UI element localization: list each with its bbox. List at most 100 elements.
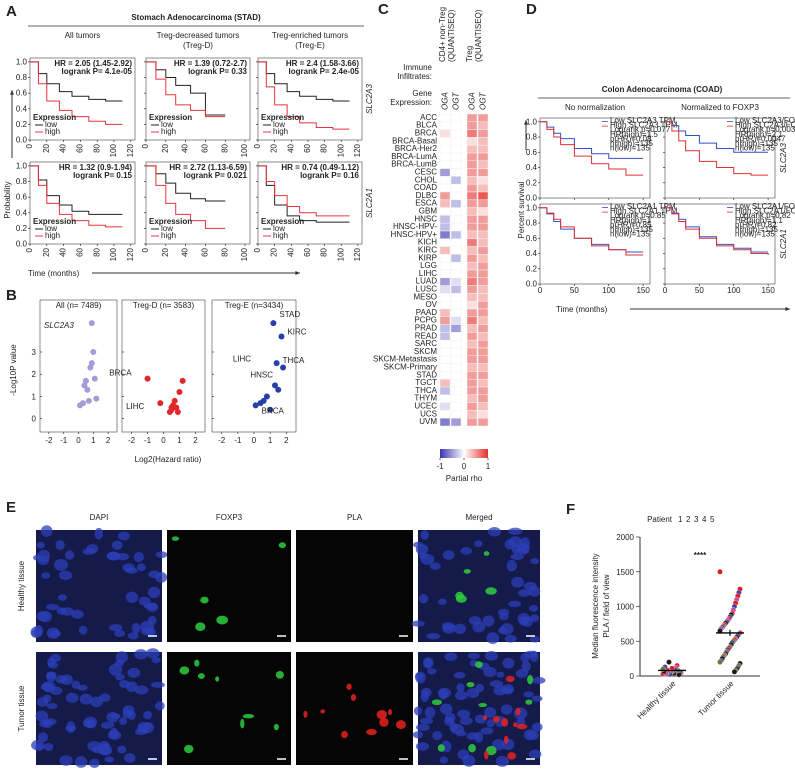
nucleus	[531, 695, 543, 702]
x-tick-label: 100	[336, 247, 345, 261]
heatmap-cell	[477, 394, 489, 403]
x-tick-label: 2	[284, 436, 289, 445]
nucleus	[98, 743, 112, 756]
row-label: BRCA-LumA	[391, 152, 437, 161]
x-tick-label: 80	[92, 247, 101, 256]
nucleus	[482, 615, 495, 627]
heatmap-cell	[450, 332, 462, 341]
column-header: Treg-decreased tumors	[157, 31, 240, 40]
x-tick-label: 2	[193, 436, 198, 445]
nucleus	[511, 576, 524, 588]
survival-curve	[258, 165, 350, 223]
heatmap-cell	[477, 222, 489, 232]
legend-label: low	[273, 224, 285, 233]
infiltrate-header: (QUANTISEQ)	[474, 9, 483, 62]
row-header: Expression:	[390, 98, 432, 107]
micrograph	[411, 527, 541, 644]
signal-spot	[485, 745, 497, 756]
heatmap-cell	[466, 215, 478, 224]
legend-label: High SLC2A3/FOXP3 TPM	[735, 121, 795, 130]
nucleus	[119, 680, 130, 688]
subplot-title: Treg-E (n=3434)	[225, 301, 284, 310]
heatmap-cell	[450, 378, 462, 388]
y-tick-label: 500	[621, 637, 635, 646]
x-tick-label: 50	[695, 286, 704, 295]
heatmap-cell	[450, 347, 462, 357]
nucleus	[40, 682, 53, 691]
y-tick-label: 0	[32, 415, 37, 424]
heatmap-cell	[439, 113, 451, 123]
x-tick-label: -1	[234, 436, 242, 445]
heatmap-cell	[477, 160, 489, 169]
survival-curve	[540, 121, 644, 159]
heatmap-cell	[439, 402, 451, 411]
x-tick-label: 60	[76, 143, 85, 152]
hazard-ratio: HR = 2.4 (1.58-3.66)	[286, 59, 359, 68]
survival-stat: n(high)=135	[735, 139, 778, 148]
nucleus	[115, 552, 130, 561]
data-point	[88, 360, 95, 367]
signal-spot	[388, 709, 393, 716]
legend-label: Low SLC2A3/FOXP3 TPM	[735, 116, 795, 125]
heatmap-cell	[466, 339, 478, 349]
nucleus	[484, 707, 497, 718]
x-tick-label: 20	[42, 247, 51, 256]
heatmap-cell	[450, 137, 462, 146]
heatmap-cell	[466, 129, 478, 138]
nucleus	[415, 671, 426, 684]
nucleus	[459, 717, 473, 726]
x-tick-label: -1	[144, 436, 152, 445]
x-tick-label: 100	[109, 143, 118, 157]
heatmap-cell	[477, 113, 489, 123]
heatmap-cell	[450, 230, 462, 240]
nucleus	[529, 605, 539, 612]
survival-stat: n(high)=135	[610, 139, 653, 148]
row-label: HNSC	[414, 214, 437, 223]
data-point	[270, 320, 277, 327]
heatmap-cell	[477, 417, 489, 427]
nucleus	[86, 544, 99, 554]
logrank-p: logrank P= 0.15	[73, 171, 132, 180]
heatmap-cell	[477, 129, 489, 138]
heatmap-cell	[466, 230, 478, 240]
heatmap-cell	[477, 215, 489, 224]
row-label: BRCA	[415, 129, 438, 138]
nucleus	[424, 706, 436, 719]
nucleus	[111, 540, 123, 550]
signal-spot	[171, 536, 180, 541]
nucleus	[147, 586, 161, 599]
y-axis-label: Probability	[3, 181, 12, 218]
y-tick-label: 2000	[616, 533, 634, 542]
x-tick-label: 80	[220, 247, 229, 256]
legend-label: 2	[686, 515, 691, 524]
point-label: BRCA	[109, 369, 132, 378]
y-tick-label: 0.0	[16, 136, 28, 145]
heatmap-cell	[477, 168, 489, 177]
x-tick-label: 60	[201, 143, 210, 152]
channel-header: Merged	[465, 513, 492, 522]
x-tick-label: 2	[106, 436, 111, 445]
x-tick-label: 80	[320, 247, 329, 256]
survival-curve	[540, 121, 644, 176]
row-label: PRAD	[415, 324, 437, 333]
nucleus	[60, 674, 73, 685]
survival-stat: n(low)=135	[735, 230, 775, 239]
nucleus	[65, 692, 79, 703]
nucleus	[504, 634, 517, 643]
survival-stat: HR(high)=1	[610, 216, 652, 225]
heatmap-cell	[439, 238, 451, 247]
nucleus	[82, 719, 92, 727]
heatmap-cell	[450, 183, 462, 193]
heatmap-cell	[477, 378, 489, 388]
heatmap-cell	[477, 402, 489, 411]
heatmap-cell	[450, 199, 462, 208]
nucleus	[94, 527, 104, 540]
row-label: SLC2A3	[365, 84, 374, 114]
nucleus	[125, 591, 139, 604]
nucleus	[59, 755, 73, 766]
nucleus	[413, 706, 423, 716]
nucleus	[502, 657, 515, 669]
signal-spot	[484, 750, 489, 760]
heatmap-cell	[466, 293, 478, 302]
survival-curve	[30, 61, 123, 125]
